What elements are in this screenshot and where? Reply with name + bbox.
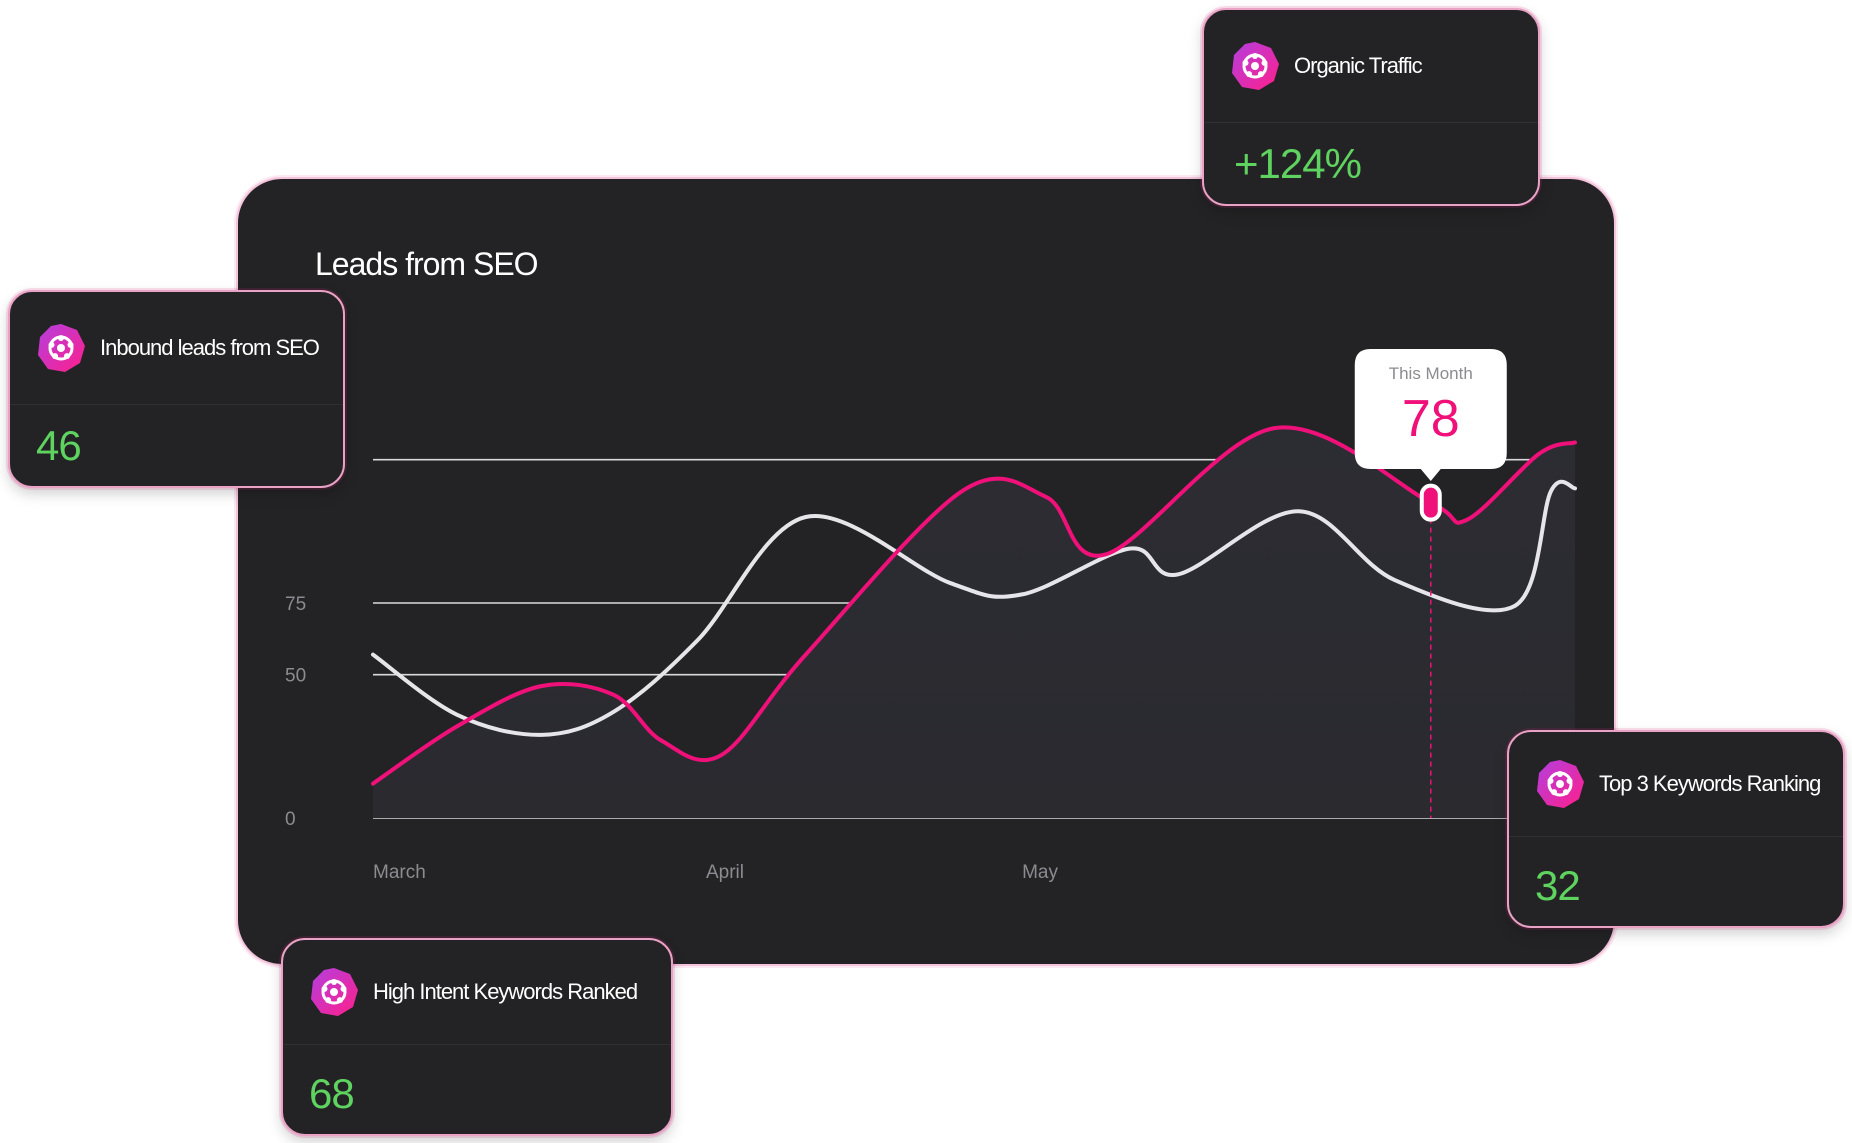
tooltip-box bbox=[1354, 349, 1507, 481]
card-label: High Intent Keywords Ranked bbox=[373, 979, 638, 1004]
card-label: Organic Traffic bbox=[1294, 53, 1423, 78]
x-tick-label: May bbox=[1022, 862, 1058, 883]
card-value: 32 bbox=[1535, 862, 1581, 909]
highlight-marker bbox=[1419, 483, 1442, 522]
y-tick-label: 75 bbox=[285, 594, 306, 615]
series-area bbox=[373, 427, 1575, 818]
y-tick-label: 0 bbox=[285, 809, 296, 830]
high-intent-keywords-card: High Intent Keywords Ranked 68 bbox=[281, 938, 673, 1136]
flower-badge-icon bbox=[1230, 41, 1280, 91]
organic-traffic-card: Organic Traffic +124% bbox=[1202, 8, 1540, 206]
flower-badge-icon bbox=[36, 323, 86, 373]
card-label: Inbound leads from SEO bbox=[100, 335, 320, 360]
comparison-series-line bbox=[371, 479, 1577, 737]
top3-keywords-card: Top 3 Keywords Ranking 32 bbox=[1507, 730, 1845, 928]
chart-title: Leads from SEO bbox=[315, 246, 539, 282]
x-tick-label: March bbox=[373, 862, 426, 883]
card-value: +124% bbox=[1234, 140, 1362, 187]
card-value: 68 bbox=[309, 1070, 355, 1117]
x-tick-label: April bbox=[706, 862, 744, 883]
y-tick-label: 50 bbox=[285, 666, 306, 687]
card-divider bbox=[283, 1044, 671, 1045]
flower-badge-icon bbox=[309, 967, 359, 1017]
inbound-leads-card: Inbound leads from SEO 46 bbox=[8, 290, 345, 488]
tooltip-label: This Month bbox=[1389, 364, 1473, 383]
tooltip-value: 78 bbox=[1402, 390, 1460, 448]
card-divider bbox=[1509, 836, 1843, 837]
card-label: Top 3 Keywords Ranking bbox=[1599, 771, 1821, 796]
card-divider bbox=[1204, 122, 1538, 123]
flower-badge-icon bbox=[1535, 759, 1585, 809]
card-divider bbox=[10, 404, 343, 405]
card-value: 46 bbox=[36, 422, 82, 469]
leads-series-line bbox=[371, 425, 1577, 786]
